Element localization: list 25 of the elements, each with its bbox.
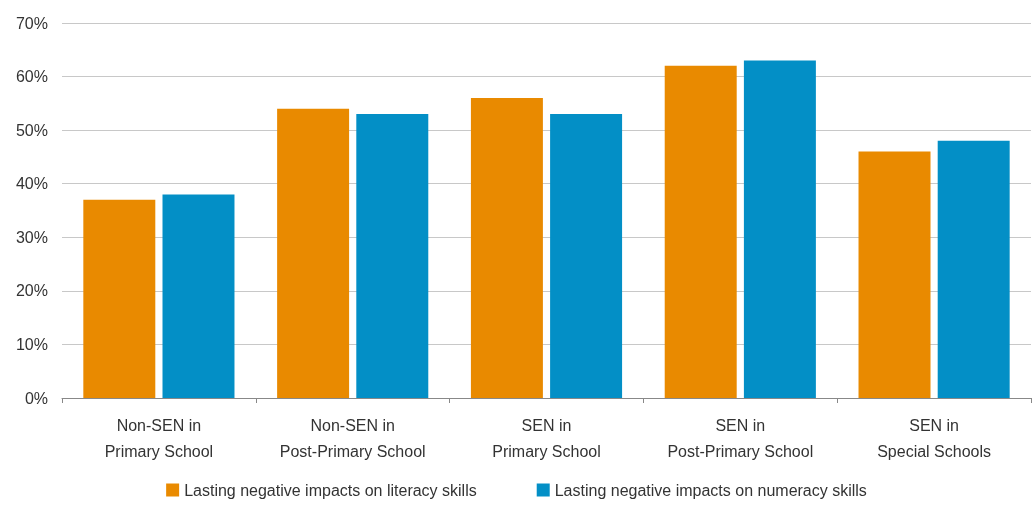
bar bbox=[356, 114, 429, 398]
bar bbox=[550, 114, 623, 398]
y-tick-label: 70% bbox=[15, 14, 48, 32]
bar bbox=[162, 194, 235, 398]
bar bbox=[470, 98, 543, 398]
legend-label: Lasting negative impacts on literacy skills bbox=[184, 481, 477, 499]
bar bbox=[743, 60, 816, 398]
x-tick-label: Non-SEN in Primary School bbox=[104, 416, 214, 460]
y-tick-label: 30% bbox=[15, 228, 48, 246]
bar bbox=[664, 65, 737, 398]
y-tick-label: 20% bbox=[15, 282, 48, 300]
y-tick-label: 10% bbox=[15, 335, 48, 353]
bar bbox=[858, 151, 931, 398]
bar bbox=[937, 140, 1010, 398]
bar bbox=[277, 108, 350, 398]
y-tick-label: 60% bbox=[15, 68, 48, 86]
x-tick-label: SEN in Post-Primary School bbox=[667, 416, 814, 460]
y-tick-label: 50% bbox=[15, 121, 48, 139]
x-tick-label: Non-SEN in Post-Primary School bbox=[279, 416, 426, 460]
legend-label: Lasting negative impacts on numeracy skills bbox=[554, 481, 867, 499]
x-tick-label: SEN in Primary School bbox=[492, 416, 601, 460]
x-tick-label: SEN in Special Schools bbox=[877, 416, 992, 460]
bar bbox=[83, 199, 156, 398]
y-tick-label: 40% bbox=[15, 175, 48, 193]
y-tick-label: 0% bbox=[24, 389, 48, 407]
